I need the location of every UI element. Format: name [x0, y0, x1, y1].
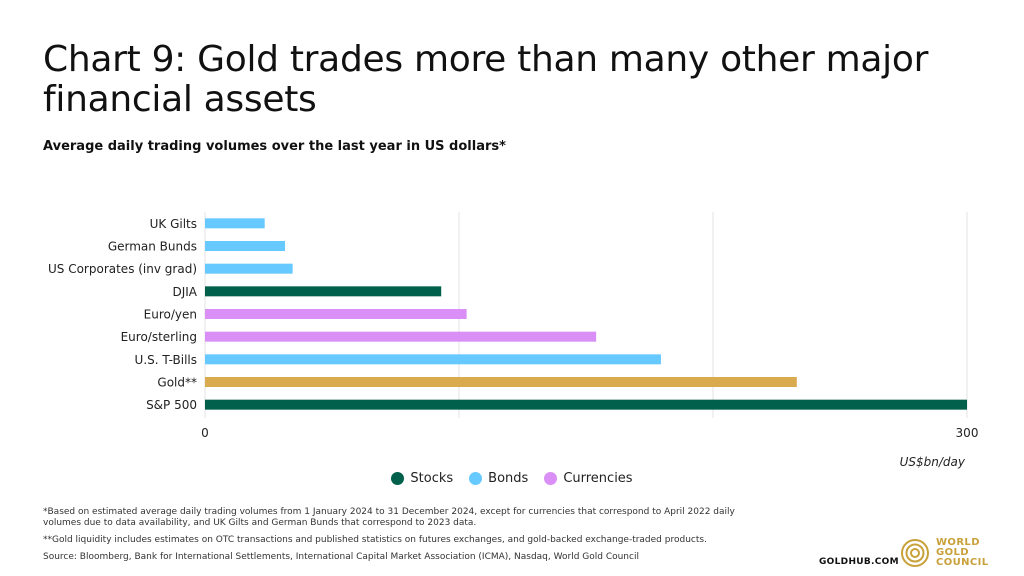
x-tick-label-1: 300 — [956, 426, 979, 440]
source-note: Source: Bloomberg, Bank for Internationa… — [43, 552, 639, 562]
category-label-5: Euro/sterling — [121, 330, 197, 344]
footnote-2: **Gold liquidity includes estimates on O… — [43, 535, 707, 545]
legend-label-bonds: Bonds — [488, 471, 529, 486]
bar-4 — [205, 309, 467, 319]
footnote-1: *Based on estimated average daily tradin… — [43, 507, 735, 528]
category-label-7: Gold** — [157, 376, 197, 390]
legend-label-currencies: Currencies — [563, 471, 633, 486]
legend-swatch-bonds — [469, 472, 483, 485]
chart-subtitle: Average daily trading volumes over the l… — [43, 139, 506, 154]
bar-0 — [205, 218, 265, 229]
goldhub-link[interactable]: GOLDHUB.COM — [819, 557, 899, 567]
bar-6 — [205, 354, 661, 365]
category-label-1: German Bunds — [108, 240, 197, 254]
legend-swatch-stocks — [391, 472, 405, 485]
legend-item-bonds: Bonds — [469, 471, 528, 486]
world-gold-council-logo-icon — [901, 539, 929, 567]
bar-5 — [205, 331, 597, 342]
bar-3 — [205, 286, 442, 297]
category-label-8: S&P 500 — [146, 398, 197, 412]
category-label-6: U.S. T-Bills — [135, 353, 197, 367]
world-gold-council-wordmark: WORLD GOLD COUNCIL — [936, 537, 989, 568]
legend-item-stocks: Stocks — [391, 471, 453, 486]
world-gold-council-logo: WORLD GOLD COUNCIL — [900, 538, 989, 568]
bar-2 — [205, 263, 293, 274]
bar-1 — [205, 241, 286, 251]
page-title: Chart 9: Gold trades more than many othe… — [43, 39, 929, 120]
legend-item-currencies: Currencies — [544, 471, 633, 486]
category-label-2: US Corporates (inv grad) — [48, 262, 197, 276]
category-label-4: Euro/yen — [144, 308, 197, 322]
category-label-3: DJIA — [172, 285, 197, 299]
bar-8 — [205, 399, 967, 410]
chart-legend: Stocks Bonds Currencies — [0, 471, 1024, 486]
footnotes: *Based on estimated average daily tradin… — [43, 507, 763, 569]
legend-swatch-currencies — [544, 472, 558, 485]
legend-label-stocks: Stocks — [410, 471, 454, 486]
bar-7 — [205, 377, 797, 387]
x-tick-label-0: 0 — [201, 426, 209, 440]
category-label-0: UK Gilts — [150, 217, 197, 231]
x-axis-label: US$bn/day — [900, 455, 966, 469]
